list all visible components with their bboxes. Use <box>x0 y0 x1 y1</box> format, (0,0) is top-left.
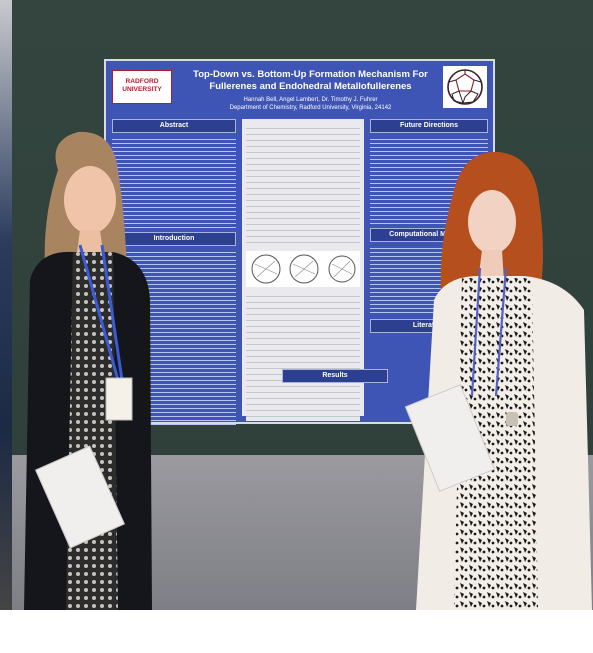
logo-line-1: RADFORD <box>125 78 159 85</box>
university-logo: RADFORD UNIVERSITY <box>112 70 172 104</box>
energy-data-table-top <box>246 123 360 247</box>
logo-line-2: UNIVERSITY <box>122 86 162 93</box>
future-directions-heading: Future Directions <box>370 119 488 133</box>
abstract-heading: Abstract <box>112 119 236 133</box>
poster-title: Top-Down vs. Bottom-Up Formation Mechani… <box>193 69 428 92</box>
presenter-right <box>416 151 592 610</box>
poster-department: Department of Chemistry, Radford Univers… <box>229 105 392 111</box>
introduction-heading: Introduction <box>112 232 236 246</box>
background-strip <box>0 0 12 610</box>
results-heading: Results <box>282 369 388 383</box>
fullerene-molecule-icon <box>443 66 487 108</box>
research-poster: RADFORD UNIVERSITY Top-Down vs. Bottom-U… <box>104 59 495 427</box>
poster-authors-block: Hannah Bell, Angel Lambert, Dr. Timothy … <box>176 96 445 112</box>
fullerene-cage-figures <box>246 251 360 287</box>
abstract-text-block <box>112 136 236 228</box>
poster-center-column <box>242 119 364 421</box>
energy-data-table-bottom <box>246 291 360 421</box>
photo: RADFORD UNIVERSITY Top-Down vs. Bottom-U… <box>0 0 593 610</box>
poster-authors: Hannah Bell, Angel Lambert, Dr. Timothy … <box>243 97 378 103</box>
